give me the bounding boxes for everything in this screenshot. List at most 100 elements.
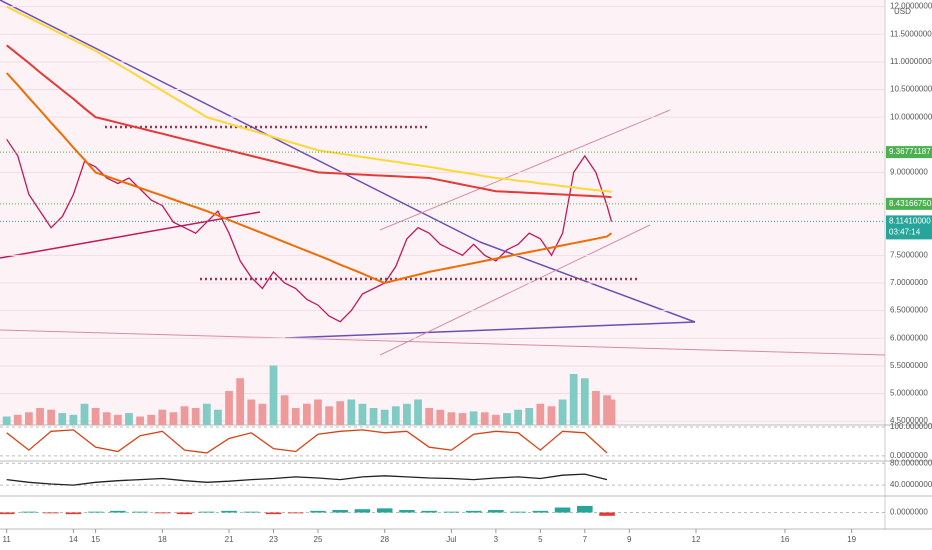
price-label: 8.43166750: [889, 199, 932, 208]
bar: [436, 409, 445, 425]
y-tick-label: 9.0000000: [890, 168, 928, 177]
trend-line: [0, 0, 481, 243]
bar: [314, 399, 322, 425]
currency: USD: [894, 7, 911, 16]
bar: [580, 378, 589, 425]
bar: [532, 510, 549, 513]
x-tick-label: 14: [69, 535, 78, 544]
bar: [554, 507, 571, 513]
bar: [113, 414, 122, 425]
x-tick-label: 25: [314, 535, 323, 544]
x-tick-label: 23: [269, 535, 278, 544]
bar: [269, 365, 278, 425]
x-tick-label: 16: [780, 535, 789, 544]
bar: [332, 510, 348, 513]
bar: [503, 413, 511, 425]
bar: [569, 374, 578, 425]
bar: [91, 408, 100, 425]
bar: [421, 510, 437, 513]
bar: [525, 408, 534, 425]
y-tick-label: 11.5000000: [890, 29, 932, 38]
bar: [599, 512, 615, 516]
bar: [47, 409, 56, 425]
bar: [443, 511, 460, 513]
x-tick-label: 28: [380, 535, 389, 544]
y-tick-label: 100.0000000: [890, 422, 932, 431]
x-tick-label: 3: [494, 535, 499, 544]
price-label: 9.36771187: [889, 147, 931, 156]
trend-line: [0, 211, 261, 259]
bar: [302, 403, 311, 425]
series-line: [5, 72, 613, 285]
bar: [376, 508, 393, 513]
bar: [43, 512, 59, 514]
series-line: [6, 5, 612, 193]
bar: [391, 406, 400, 425]
bar: [536, 403, 545, 425]
channel-line: [379, 109, 671, 231]
series-line: [6, 473, 608, 486]
y-tick-label: 5.0000000: [890, 389, 928, 398]
bar: [36, 408, 44, 425]
bar: [154, 512, 171, 514]
bar: [65, 512, 82, 515]
bar: [247, 399, 256, 425]
bar: [403, 403, 411, 425]
price-label-bg: [886, 197, 932, 210]
y-tick-label: 5.5000000: [890, 361, 928, 370]
bar: [491, 414, 500, 425]
x-tick-label: 19: [847, 535, 856, 544]
bar: [547, 406, 556, 425]
bar: [87, 511, 104, 513]
bar: [110, 510, 126, 513]
y-tick-label: 40.0000000: [890, 480, 932, 489]
bar: [180, 406, 189, 425]
bar: [258, 403, 267, 425]
price-label-bg: [886, 146, 932, 159]
bar: [369, 408, 378, 425]
bar: [125, 413, 133, 425]
bar: [25, 412, 33, 425]
bar: [414, 399, 422, 425]
y-tick-label: 6.0000000: [890, 333, 928, 342]
bar: [0, 512, 15, 515]
bar: [592, 391, 600, 425]
price-label: 8.11410000: [889, 217, 931, 226]
bar: [80, 403, 89, 425]
bar: [310, 510, 326, 513]
bar: [199, 511, 215, 513]
bar: [347, 399, 356, 425]
x-tick-label: 12: [692, 535, 701, 544]
bar: [2, 416, 11, 425]
bar: [221, 510, 237, 513]
bar: [399, 510, 415, 513]
x-tick-label: 7: [583, 535, 588, 544]
bar: [243, 511, 260, 513]
x-tick-label: 5: [538, 535, 543, 544]
x-tick-label: 15: [91, 535, 100, 544]
x-tick-label: Jul: [446, 535, 456, 544]
bar: [136, 416, 144, 425]
bar: [558, 399, 567, 425]
series-line: [6, 44, 612, 199]
bar: [488, 510, 504, 513]
bar: [21, 511, 37, 513]
bar: [236, 378, 245, 425]
x-tick-label: 9: [627, 535, 632, 544]
bar: [191, 408, 200, 425]
y-tick-label: 0.0000000: [890, 508, 928, 517]
bar: [358, 403, 367, 425]
bar: [280, 395, 289, 425]
bar: [425, 408, 434, 425]
bar: [510, 511, 526, 513]
bar: [380, 409, 389, 425]
bar: [577, 505, 593, 513]
x-tick-label: 21: [225, 535, 234, 544]
bar: [607, 399, 616, 425]
bar: [169, 412, 178, 425]
bar: [132, 511, 148, 513]
price-pane: [0, 0, 885, 425]
x-tick-label: 11: [3, 535, 12, 544]
bar: [102, 412, 111, 425]
